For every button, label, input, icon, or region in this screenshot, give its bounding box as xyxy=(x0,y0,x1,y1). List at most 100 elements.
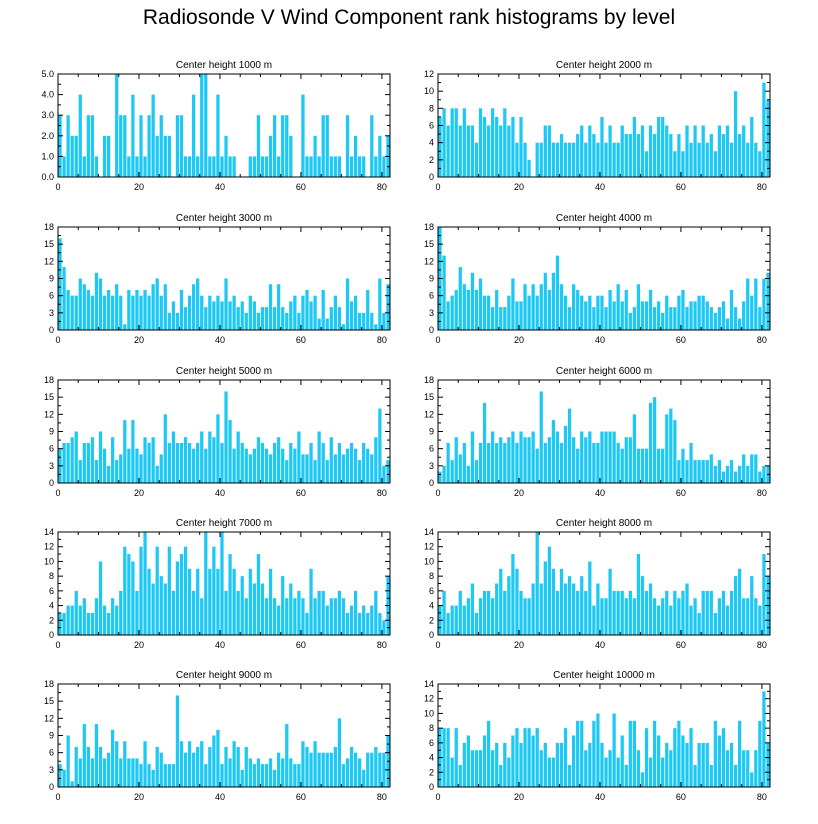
bar xyxy=(458,764,462,787)
bar xyxy=(58,238,62,330)
bar xyxy=(228,554,232,635)
bar xyxy=(370,752,374,787)
x-tick-label: 0 xyxy=(55,640,60,650)
bar xyxy=(264,156,269,177)
x-tick-label: 60 xyxy=(296,182,306,192)
bar xyxy=(167,764,171,787)
bar xyxy=(547,289,551,330)
bar xyxy=(762,554,766,635)
bar xyxy=(503,590,507,635)
bar xyxy=(754,142,758,177)
bar xyxy=(175,115,180,177)
bar xyxy=(523,284,527,330)
bar xyxy=(349,605,354,635)
x-tick-label: 20 xyxy=(514,488,524,498)
y-tick-label: 8 xyxy=(429,723,434,733)
bar xyxy=(272,769,277,787)
bar xyxy=(738,720,742,787)
bar xyxy=(131,420,135,483)
bar xyxy=(236,307,240,330)
bar xyxy=(482,116,487,177)
x-tick-label: 0 xyxy=(55,182,60,192)
bar xyxy=(612,713,616,787)
bar xyxy=(462,284,466,330)
bar xyxy=(183,437,188,483)
bar xyxy=(559,134,564,177)
bar xyxy=(248,454,252,483)
x-tick-label: 40 xyxy=(215,182,225,192)
bar xyxy=(762,278,766,330)
bar xyxy=(272,598,277,635)
bar xyxy=(264,307,269,330)
bar xyxy=(486,720,491,787)
bar xyxy=(289,758,293,787)
bar xyxy=(224,135,228,177)
bar xyxy=(329,156,333,177)
bar xyxy=(66,605,70,635)
bar xyxy=(725,605,730,635)
bar xyxy=(729,742,734,787)
bar xyxy=(268,454,273,483)
y-tick-label: 6 xyxy=(49,586,54,596)
bar xyxy=(584,437,588,483)
y-tick-label: 5.0 xyxy=(41,69,54,79)
bar xyxy=(366,289,370,330)
bar xyxy=(689,301,693,330)
bar xyxy=(612,301,616,330)
bar xyxy=(474,750,479,787)
bar xyxy=(78,460,82,483)
y-tick-label: 4 xyxy=(49,601,54,611)
bar xyxy=(272,115,277,177)
bar xyxy=(252,156,256,177)
bar xyxy=(119,454,123,483)
bar xyxy=(535,295,539,330)
bar xyxy=(256,758,261,787)
bar xyxy=(70,295,74,330)
bar xyxy=(374,437,378,483)
bar xyxy=(673,307,677,330)
x-tick-label: 60 xyxy=(296,335,306,345)
bar xyxy=(592,720,596,787)
bar xyxy=(547,125,551,177)
bar xyxy=(725,465,730,483)
x-tick-label: 20 xyxy=(134,335,144,345)
bar xyxy=(240,442,244,483)
bar xyxy=(746,142,750,177)
bar xyxy=(495,442,499,483)
bar xyxy=(285,115,289,177)
bar xyxy=(669,605,673,635)
bar xyxy=(596,583,600,635)
bar xyxy=(742,598,746,635)
bar xyxy=(474,460,479,483)
bar xyxy=(482,590,487,635)
bar xyxy=(349,156,354,177)
bar xyxy=(236,746,240,787)
y-tick-label: 3 xyxy=(49,765,54,775)
bar xyxy=(111,437,115,483)
panel-title: Center height 2000 m xyxy=(556,60,652,71)
bar xyxy=(179,442,184,483)
bar xyxy=(236,431,240,483)
bar xyxy=(309,301,313,330)
y-tick-label: 12 xyxy=(44,542,54,552)
bar xyxy=(313,460,317,483)
bar xyxy=(151,94,155,177)
bar xyxy=(673,420,677,483)
y-tick-label: 12 xyxy=(424,694,434,704)
bar xyxy=(742,454,746,483)
bar xyxy=(709,454,713,483)
bar xyxy=(608,289,612,330)
bar xyxy=(486,590,491,635)
y-tick-label: 8 xyxy=(429,103,434,113)
y-tick-label: 18 xyxy=(44,679,54,689)
bar xyxy=(192,448,196,483)
bar xyxy=(264,764,269,787)
bar xyxy=(442,108,446,177)
bar xyxy=(519,590,523,635)
bar xyxy=(305,612,309,635)
bar xyxy=(204,764,208,787)
bar xyxy=(268,758,273,787)
bar xyxy=(446,442,450,483)
bar xyxy=(272,442,277,483)
y-tick-label: 3 xyxy=(49,461,54,471)
